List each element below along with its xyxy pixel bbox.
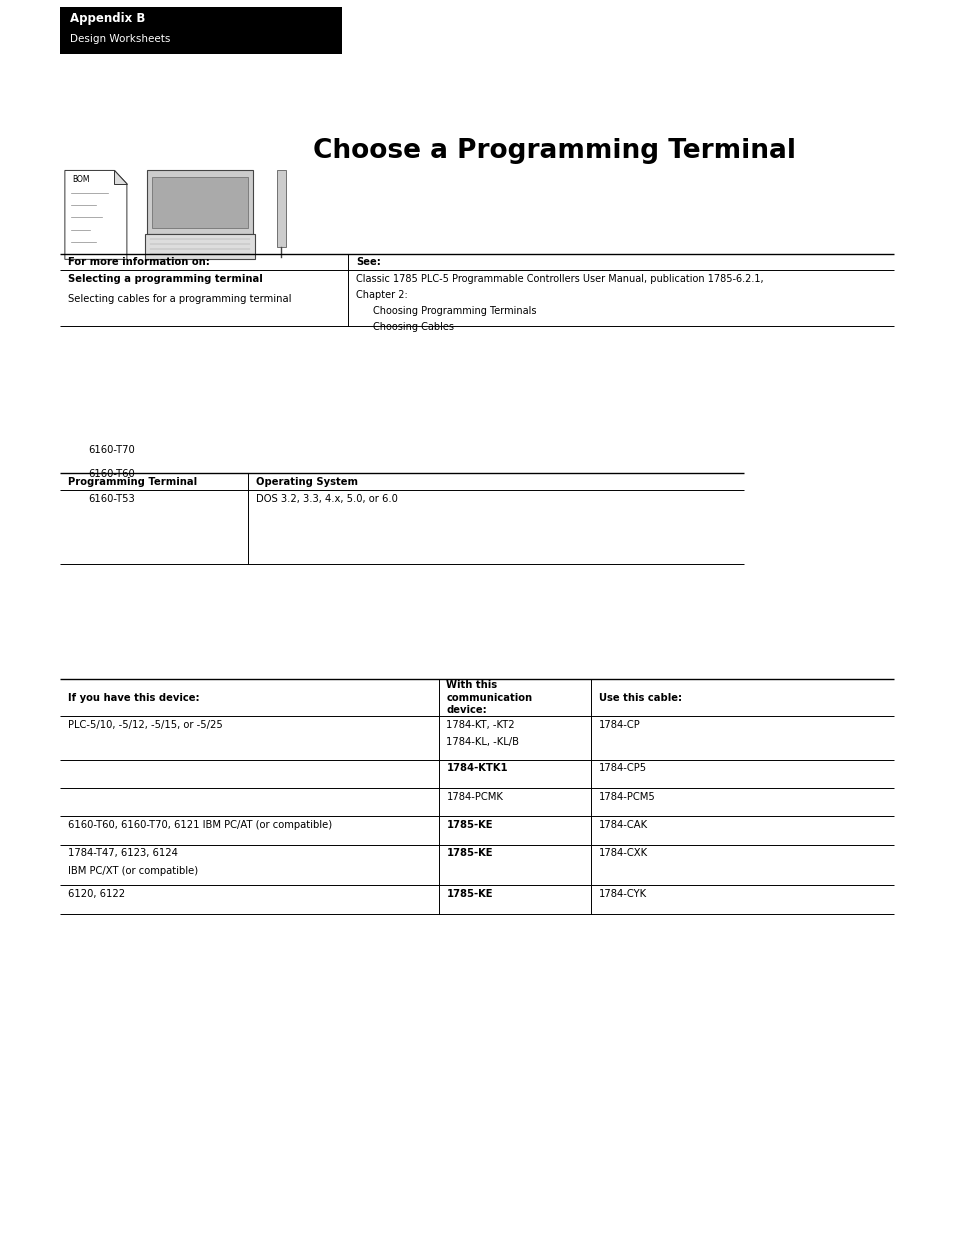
Text: 1784-CAK: 1784-CAK bbox=[598, 820, 647, 830]
Text: BOM: BOM bbox=[72, 175, 90, 184]
Text: Programming Terminal: Programming Terminal bbox=[68, 477, 196, 487]
Text: 6160-T70: 6160-T70 bbox=[89, 445, 135, 454]
Text: 6120, 6122: 6120, 6122 bbox=[68, 889, 125, 899]
Text: If you have this device:: If you have this device: bbox=[68, 693, 199, 703]
Text: Choosing Programming Terminals: Choosing Programming Terminals bbox=[373, 306, 536, 316]
Text: 1785-KE: 1785-KE bbox=[446, 889, 493, 899]
Text: Selecting a programming terminal: Selecting a programming terminal bbox=[68, 274, 262, 284]
Text: DOS 3.2, 3.3, 4.x, 5.0, or 6.0: DOS 3.2, 3.3, 4.x, 5.0, or 6.0 bbox=[255, 494, 397, 504]
Text: 1784-T47, 6123, 6124: 1784-T47, 6123, 6124 bbox=[68, 848, 177, 858]
Polygon shape bbox=[65, 170, 127, 259]
Bar bbox=[152, 177, 248, 228]
Bar bbox=[276, 170, 286, 247]
Text: With this
communication
device:: With this communication device: bbox=[446, 680, 532, 715]
Text: 6160-T53: 6160-T53 bbox=[89, 494, 135, 504]
Text: 1784-KL, -KL/B: 1784-KL, -KL/B bbox=[446, 737, 519, 747]
Text: For more information on:: For more information on: bbox=[68, 257, 210, 268]
Text: 1784-CP: 1784-CP bbox=[598, 720, 640, 730]
Text: 1784-CYK: 1784-CYK bbox=[598, 889, 646, 899]
Text: 1784-CP5: 1784-CP5 bbox=[598, 763, 646, 773]
Text: Chapter 2:: Chapter 2: bbox=[355, 290, 407, 300]
Text: 1785-KE: 1785-KE bbox=[446, 848, 493, 858]
Bar bbox=[147, 170, 253, 235]
Text: 6160-T60: 6160-T60 bbox=[89, 469, 135, 479]
Text: 1784-KT, -KT2: 1784-KT, -KT2 bbox=[446, 720, 515, 730]
Text: 1784-PCM5: 1784-PCM5 bbox=[598, 792, 655, 802]
Text: PLC-5/10, -5/12, -5/15, or -5/25: PLC-5/10, -5/12, -5/15, or -5/25 bbox=[68, 720, 222, 730]
Text: See:: See: bbox=[355, 257, 380, 268]
Polygon shape bbox=[114, 170, 127, 184]
Text: 6160-T60, 6160-T70, 6121 IBM PC/AT (or compatible): 6160-T60, 6160-T70, 6121 IBM PC/AT (or c… bbox=[68, 820, 332, 830]
Text: Use this cable:: Use this cable: bbox=[598, 693, 681, 703]
Text: 1785-KE: 1785-KE bbox=[446, 820, 493, 830]
Bar bbox=[60, 7, 341, 54]
Text: Operating System: Operating System bbox=[255, 477, 357, 487]
Text: 1784-KTK1: 1784-KTK1 bbox=[446, 763, 508, 773]
Text: 1784-CXK: 1784-CXK bbox=[598, 848, 647, 858]
Text: 1784-PCMK: 1784-PCMK bbox=[446, 792, 503, 802]
Text: IBM PC/XT (or compatible): IBM PC/XT (or compatible) bbox=[68, 866, 197, 876]
Text: Appendix B: Appendix B bbox=[70, 12, 145, 26]
Bar bbox=[145, 235, 254, 259]
Text: Design Worksheets: Design Worksheets bbox=[70, 35, 170, 44]
Text: Classic 1785 PLC-5 Programmable Controllers User Manual, publication 1785-6.2.1,: Classic 1785 PLC-5 Programmable Controll… bbox=[355, 274, 762, 284]
Text: Choose a Programming Terminal: Choose a Programming Terminal bbox=[313, 137, 795, 164]
Text: Choosing Cables: Choosing Cables bbox=[373, 322, 454, 332]
Text: Selecting cables for a programming terminal: Selecting cables for a programming termi… bbox=[68, 294, 291, 304]
